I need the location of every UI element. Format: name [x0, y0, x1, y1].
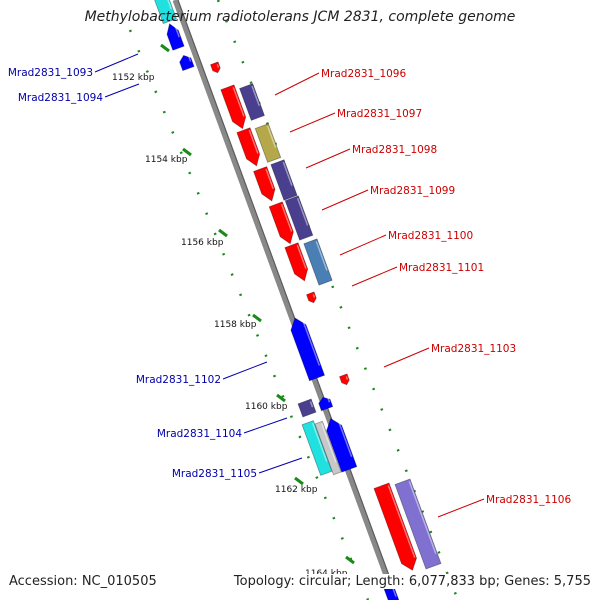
gene-blue-1104 — [318, 396, 334, 412]
gene-label-forward: Mrad2831_1106 — [486, 494, 571, 506]
scale-tick — [294, 476, 304, 486]
scale-label: 1154 kbp — [145, 155, 188, 165]
gene-red-1106 — [373, 482, 417, 571]
gene-red-1098 — [253, 166, 276, 202]
leader-line — [94, 53, 139, 73]
map-title: Methylobacterium radiotolerans JCM 2831,… — [84, 9, 516, 25]
leader-line — [104, 83, 140, 98]
scale-tick — [218, 228, 228, 238]
leader-line — [351, 266, 398, 287]
inner-dotted-guide — [128, 29, 370, 600]
scale-tick — [182, 147, 192, 157]
gene-red-1103 — [339, 373, 350, 386]
gene-gray-1105 — [314, 420, 342, 476]
gene-blue-1094 — [179, 54, 195, 72]
leader-line — [243, 417, 288, 434]
leader-line — [222, 361, 268, 380]
scale-tick — [276, 393, 286, 403]
gene-label-forward: Mrad2831_1098 — [352, 144, 437, 156]
gene-label-reverse: Mrad2831_1094 — [18, 92, 103, 104]
leader-line — [305, 148, 351, 169]
gene-purple-1096 — [239, 83, 265, 121]
scale-label: 1156 kbp — [181, 238, 224, 248]
scale-label: 1160 kbp — [245, 402, 288, 412]
gene-label-reverse: Mrad2831_1093 — [8, 67, 93, 79]
gene-label-forward: Mrad2831_1097 — [337, 108, 422, 120]
gene-cyan-top — [153, 0, 177, 25]
scale-tick — [160, 43, 170, 53]
gene-lavender-1106 — [394, 478, 442, 570]
gene-red-1099 — [268, 201, 294, 245]
gene-label-reverse: Mrad2831_1105 — [172, 468, 257, 480]
leader-line — [437, 498, 485, 518]
gene-red-small-1 — [210, 61, 221, 74]
scale-tick — [252, 313, 262, 323]
backbone-line — [172, 0, 398, 600]
leader-line — [321, 189, 369, 211]
gene-steel-1100 — [303, 238, 333, 286]
gene-purple-1098 — [270, 159, 298, 201]
gene-red-1096 — [220, 84, 247, 130]
gene-label-forward: Mrad2831_1103 — [431, 343, 516, 355]
gene-label-forward: Mrad2831_1101 — [399, 262, 484, 274]
leader-line — [289, 112, 336, 133]
scale-label: 1152 kbp — [112, 73, 155, 83]
leader-line — [258, 457, 303, 474]
gene-label-reverse: Mrad2831_1102 — [136, 374, 221, 386]
gene-cyan-1105 — [301, 420, 333, 476]
gene-label-forward: Mrad2831_1099 — [370, 185, 455, 197]
genome-summary-text: Topology: circular; Length: 6,077,833 bp… — [229, 574, 591, 589]
accession-text: Accession: NC_010505 — [9, 574, 161, 589]
gene-label-reverse: Mrad2831_1104 — [157, 428, 242, 440]
gene-purple-1104 — [297, 398, 317, 418]
gene-red-1097 — [236, 127, 261, 167]
gene-blue-1093 — [166, 23, 185, 51]
gene-blue-1102 — [290, 317, 326, 382]
gene-label-forward: Mrad2831_1096 — [321, 68, 406, 80]
leader-line — [274, 72, 320, 96]
scale-label: 1158 kbp — [214, 320, 257, 330]
scale-label: 1162 kbp — [275, 485, 318, 495]
gene-label-forward: Mrad2831_1100 — [388, 230, 473, 242]
gene-olive-1097 — [254, 123, 282, 163]
gene-red-1101 — [306, 291, 317, 304]
gene-red-1100 — [284, 242, 309, 282]
leader-line — [339, 234, 387, 256]
scale-tick — [345, 555, 355, 565]
leader-line — [383, 347, 430, 368]
gene-blue-1105 — [326, 418, 358, 473]
gene-purple-1099 — [284, 195, 314, 241]
backbone-edge — [177, 0, 399, 600]
